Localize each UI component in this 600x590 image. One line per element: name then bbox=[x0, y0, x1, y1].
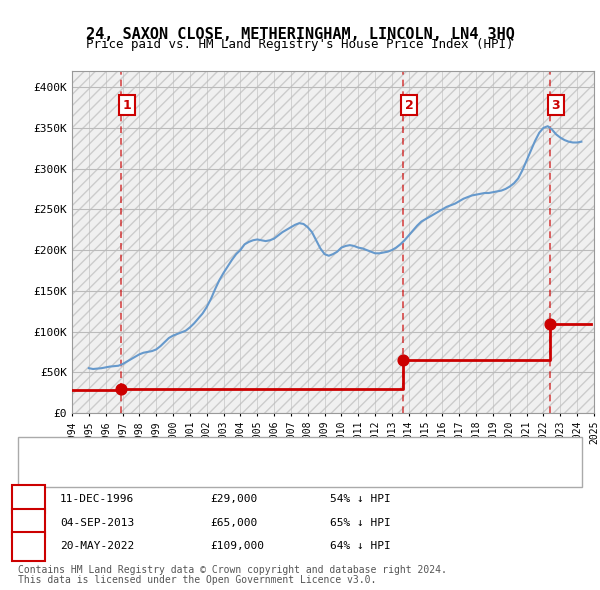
Text: ——: —— bbox=[36, 443, 67, 458]
Text: 20-MAY-2022: 20-MAY-2022 bbox=[60, 542, 134, 551]
Text: £29,000: £29,000 bbox=[210, 494, 257, 504]
Text: 64% ↓ HPI: 64% ↓ HPI bbox=[330, 542, 391, 551]
Text: 2: 2 bbox=[25, 516, 32, 529]
Text: 54% ↓ HPI: 54% ↓ HPI bbox=[330, 494, 391, 504]
Point bbox=[116, 385, 126, 394]
Text: Price paid vs. HM Land Registry's House Price Index (HPI): Price paid vs. HM Land Registry's House … bbox=[86, 38, 514, 51]
Point bbox=[398, 355, 408, 365]
Text: 1: 1 bbox=[123, 99, 131, 112]
Text: 24, SAXON CLOSE, METHERINGHAM, LINCOLN, LN4 3HQ (detached house): 24, SAXON CLOSE, METHERINGHAM, LINCOLN, … bbox=[84, 445, 516, 455]
Text: £109,000: £109,000 bbox=[210, 542, 264, 551]
Text: 2: 2 bbox=[405, 99, 413, 112]
Point bbox=[545, 319, 554, 329]
Text: 04-SEP-2013: 04-SEP-2013 bbox=[60, 518, 134, 527]
Text: 3: 3 bbox=[25, 540, 32, 553]
Text: HPI: Average price, detached house, North Kesteven: HPI: Average price, detached house, Nort… bbox=[84, 468, 421, 478]
Text: This data is licensed under the Open Government Licence v3.0.: This data is licensed under the Open Gov… bbox=[18, 575, 376, 585]
Text: 65% ↓ HPI: 65% ↓ HPI bbox=[330, 518, 391, 527]
Text: ——: —— bbox=[36, 465, 67, 480]
Text: Contains HM Land Registry data © Crown copyright and database right 2024.: Contains HM Land Registry data © Crown c… bbox=[18, 565, 447, 575]
Text: 11-DEC-1996: 11-DEC-1996 bbox=[60, 494, 134, 504]
Text: 3: 3 bbox=[551, 99, 560, 112]
Text: 1: 1 bbox=[25, 493, 32, 506]
Text: £65,000: £65,000 bbox=[210, 518, 257, 527]
Text: 24, SAXON CLOSE, METHERINGHAM, LINCOLN, LN4 3HQ: 24, SAXON CLOSE, METHERINGHAM, LINCOLN, … bbox=[86, 27, 514, 41]
